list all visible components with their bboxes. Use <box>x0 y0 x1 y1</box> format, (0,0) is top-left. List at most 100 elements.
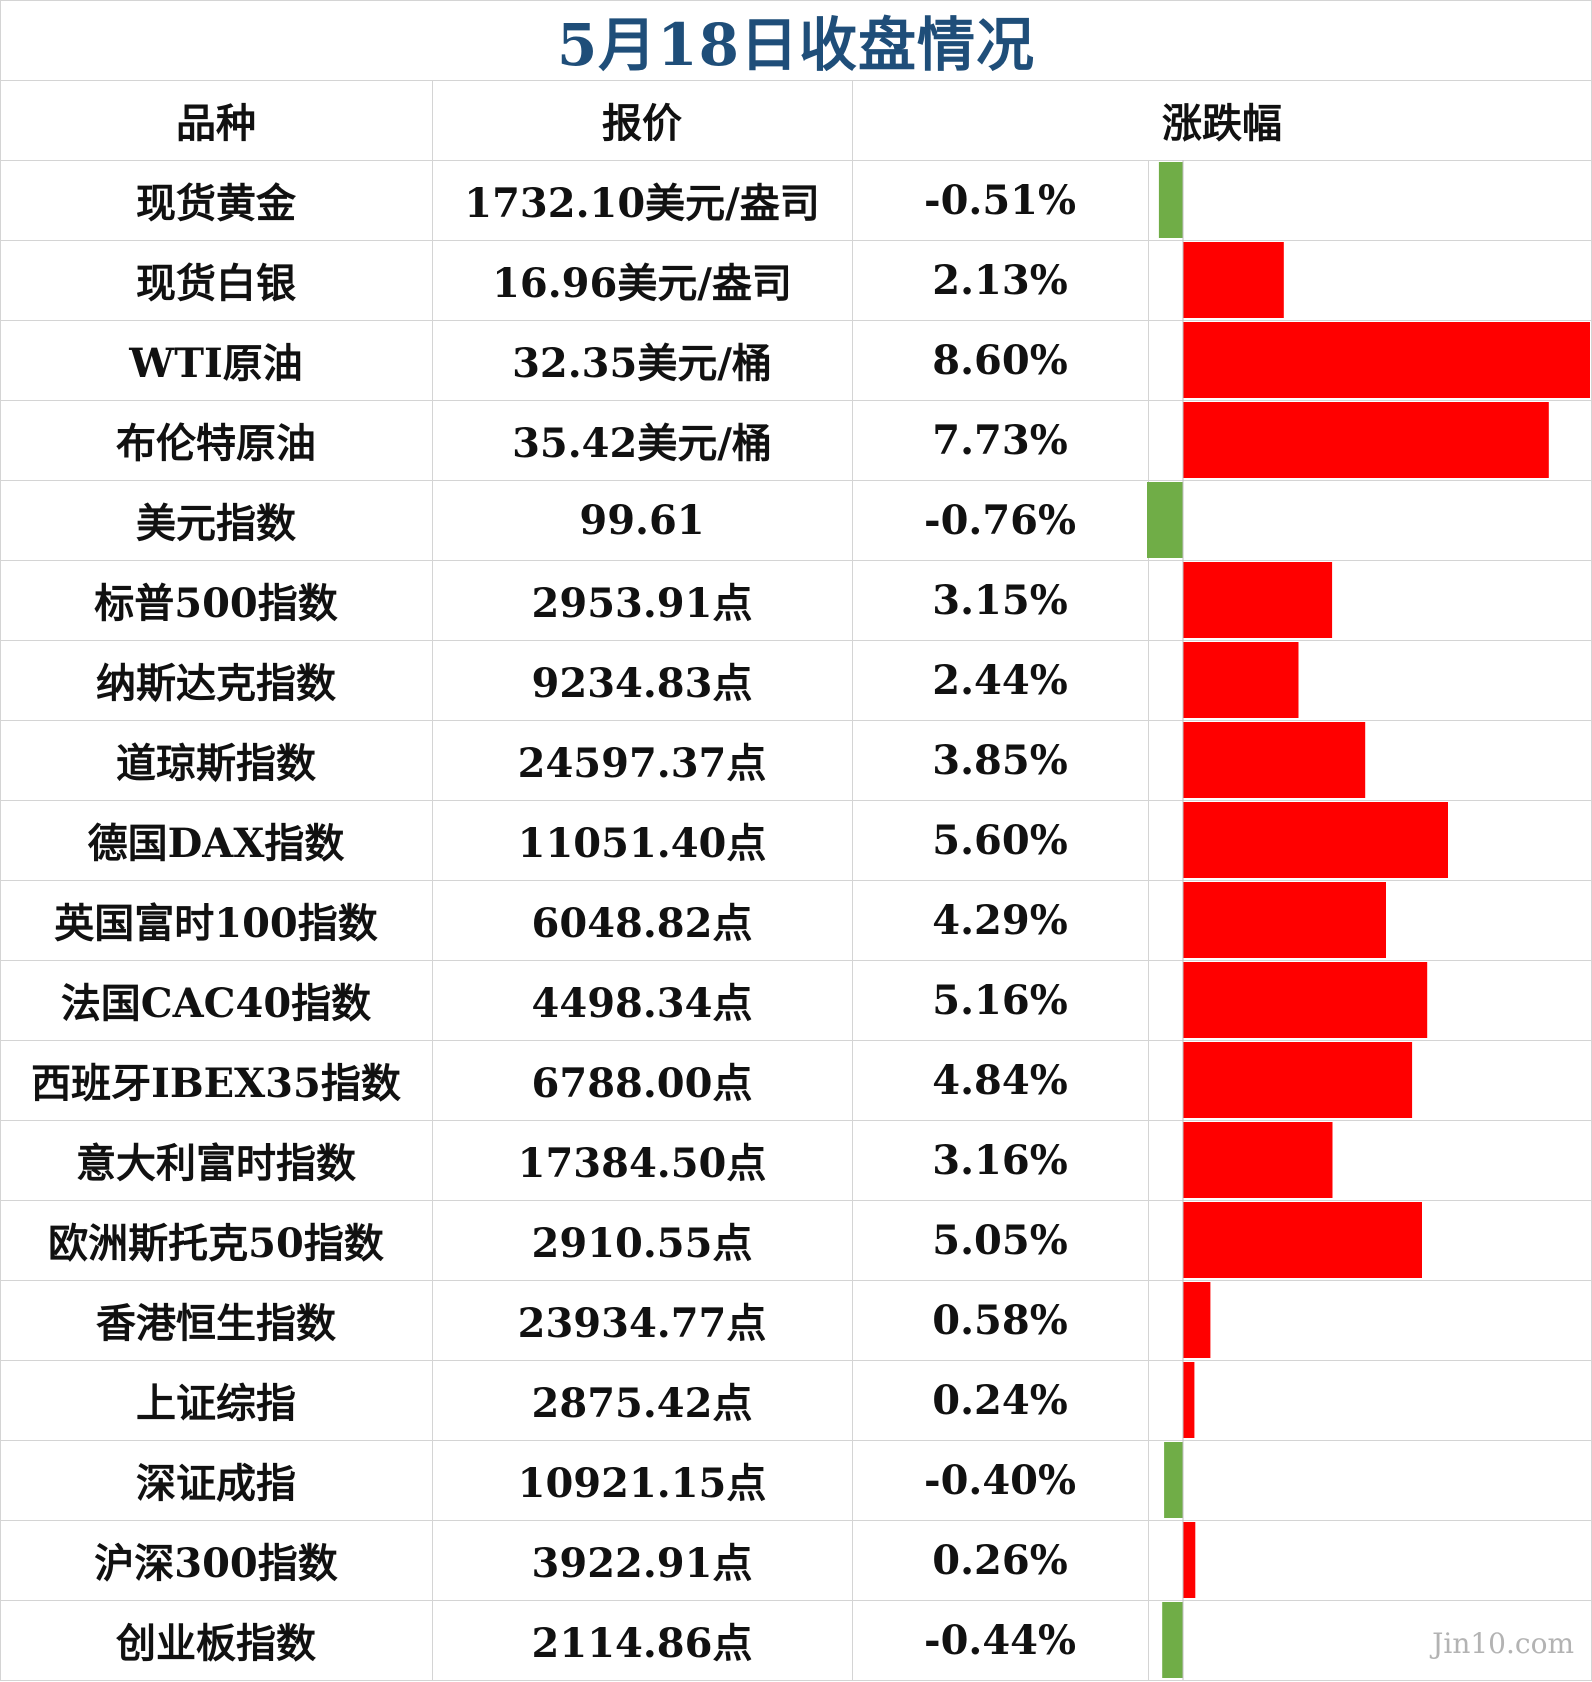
table-row: 英国富时100指数 6048.82点 4.29% <box>0 880 1592 960</box>
row-divider <box>0 1440 1592 1441</box>
row-divider <box>0 1200 1592 1201</box>
row-change-label: 5.16% <box>932 976 1068 1024</box>
bar-positive <box>1183 562 1333 638</box>
header-price: 报价 <box>602 100 682 147</box>
bar-positive <box>1183 882 1386 958</box>
row-change-label: 2.44% <box>932 656 1068 704</box>
bar-negative <box>1164 1442 1183 1518</box>
header-name: 品种 <box>176 100 256 147</box>
row-change-label: 3.85% <box>932 736 1068 784</box>
table-row: 现货白银 16.96美元/盎司 2.13% <box>0 240 1592 320</box>
row-change-label: -0.76% <box>923 496 1077 544</box>
row-price: 6048.82点 <box>531 900 753 947</box>
bar-positive <box>1183 642 1299 718</box>
row-divider <box>0 720 1592 721</box>
row-name: 美元指数 <box>136 500 296 547</box>
row-change-label: 8.60% <box>932 336 1068 384</box>
row-price: 35.42美元/桶 <box>512 420 772 467</box>
row-name: WTI原油 <box>129 340 303 387</box>
row-change-label: 5.60% <box>932 816 1068 864</box>
bar-positive <box>1183 1282 1211 1358</box>
table-row: 布伦特原油 35.42美元/桶 7.73% <box>0 400 1592 480</box>
row-price: 24597.37点 <box>517 740 767 787</box>
row-name: 香港恒生指数 <box>96 1300 336 1347</box>
row-name: 深证成指 <box>136 1460 296 1507</box>
row-change-label: 2.13% <box>932 256 1068 304</box>
page-title: 5月18日收盘情况 <box>556 11 1036 79</box>
row-divider <box>0 800 1592 801</box>
row-name: 欧洲斯托克50指数 <box>48 1220 384 1267</box>
row-change-label: 3.16% <box>932 1136 1068 1184</box>
table-row: WTI原油 32.35美元/桶 8.60% <box>0 320 1592 400</box>
row-price: 10921.15点 <box>517 1460 767 1507</box>
row-divider <box>0 320 1592 321</box>
row-divider <box>0 640 1592 641</box>
table-row: 标普500指数 2953.91点 3.15% <box>0 560 1592 640</box>
bar-area-divider <box>1148 160 1149 1680</box>
row-name: 沪深300指数 <box>94 1540 338 1587</box>
row-divider <box>0 480 1592 481</box>
row-divider <box>0 1600 1592 1601</box>
table-row: 美元指数 99.61 -0.76% <box>0 480 1592 560</box>
row-price: 2114.86点 <box>531 1620 753 1667</box>
row-change-label: 0.58% <box>932 1296 1068 1344</box>
row-name: 德国DAX指数 <box>87 820 345 867</box>
row-price: 2910.55点 <box>531 1220 753 1267</box>
header-change: 涨跌幅 <box>1162 100 1282 147</box>
top-border <box>0 0 1592 1</box>
row-change-label: 4.29% <box>932 896 1068 944</box>
bar-positive <box>1183 1522 1196 1598</box>
table-row: 西班牙IBEX35指数 6788.00点 4.84% <box>0 1040 1592 1120</box>
table-row: 德国DAX指数 11051.40点 5.60% <box>0 800 1592 880</box>
row-divider <box>0 1120 1592 1121</box>
row-name: 西班牙IBEX35指数 <box>31 1060 401 1107</box>
row-price: 11051.40点 <box>517 820 767 867</box>
row-divider <box>0 400 1592 401</box>
row-price: 16.96美元/盎司 <box>492 260 792 307</box>
row-change-label: 3.15% <box>932 576 1068 624</box>
row-price: 99.61 <box>579 496 705 544</box>
row-price: 23934.77点 <box>517 1300 767 1347</box>
row-name: 英国富时100指数 <box>54 900 378 947</box>
row-name: 现货白银 <box>136 260 296 307</box>
table-row: 香港恒生指数 23934.77点 0.58% <box>0 1280 1592 1360</box>
row-price: 9234.83点 <box>531 660 753 707</box>
row-divider <box>0 80 1592 81</box>
row-name: 上证综指 <box>136 1380 296 1427</box>
row-divider <box>0 1520 1592 1521</box>
bar-positive <box>1183 1362 1195 1438</box>
row-change-label: 5.05% <box>932 1216 1068 1264</box>
table-header-row: 品种 报价 涨跌幅 <box>0 80 1592 160</box>
row-divider <box>0 880 1592 881</box>
column-divider <box>432 80 433 1680</box>
bar-positive <box>1183 722 1366 798</box>
row-divider <box>0 1680 1592 1681</box>
bar-negative <box>1147 482 1183 558</box>
row-price: 3922.91点 <box>531 1540 753 1587</box>
row-change-label: -0.51% <box>923 176 1077 224</box>
watermark: Jin10.com <box>1432 1627 1574 1660</box>
row-change-label: 0.26% <box>932 1536 1068 1584</box>
row-price: 6788.00点 <box>531 1060 753 1107</box>
row-price: 1732.10美元/盎司 <box>464 180 820 227</box>
bar-positive <box>1183 962 1428 1038</box>
row-name: 道琼斯指数 <box>116 740 316 787</box>
table-row: 深证成指 10921.15点 -0.40% <box>0 1440 1592 1520</box>
row-price: 17384.50点 <box>517 1140 767 1187</box>
bar-positive <box>1183 322 1590 398</box>
column-divider <box>852 80 853 1680</box>
row-name: 纳斯达克指数 <box>96 660 336 707</box>
row-price: 4498.34点 <box>531 980 753 1027</box>
row-change-label: 4.84% <box>932 1056 1068 1104</box>
row-name: 创业板指数 <box>116 1620 316 1667</box>
row-name: 标普500指数 <box>94 580 338 627</box>
row-name: 意大利富时指数 <box>76 1140 356 1187</box>
row-divider <box>0 240 1592 241</box>
row-change-label: 7.73% <box>932 416 1068 464</box>
bar-positive <box>1183 802 1448 878</box>
bar-positive <box>1183 402 1549 478</box>
bar-negative <box>1158 162 1183 238</box>
row-divider <box>0 1040 1592 1041</box>
